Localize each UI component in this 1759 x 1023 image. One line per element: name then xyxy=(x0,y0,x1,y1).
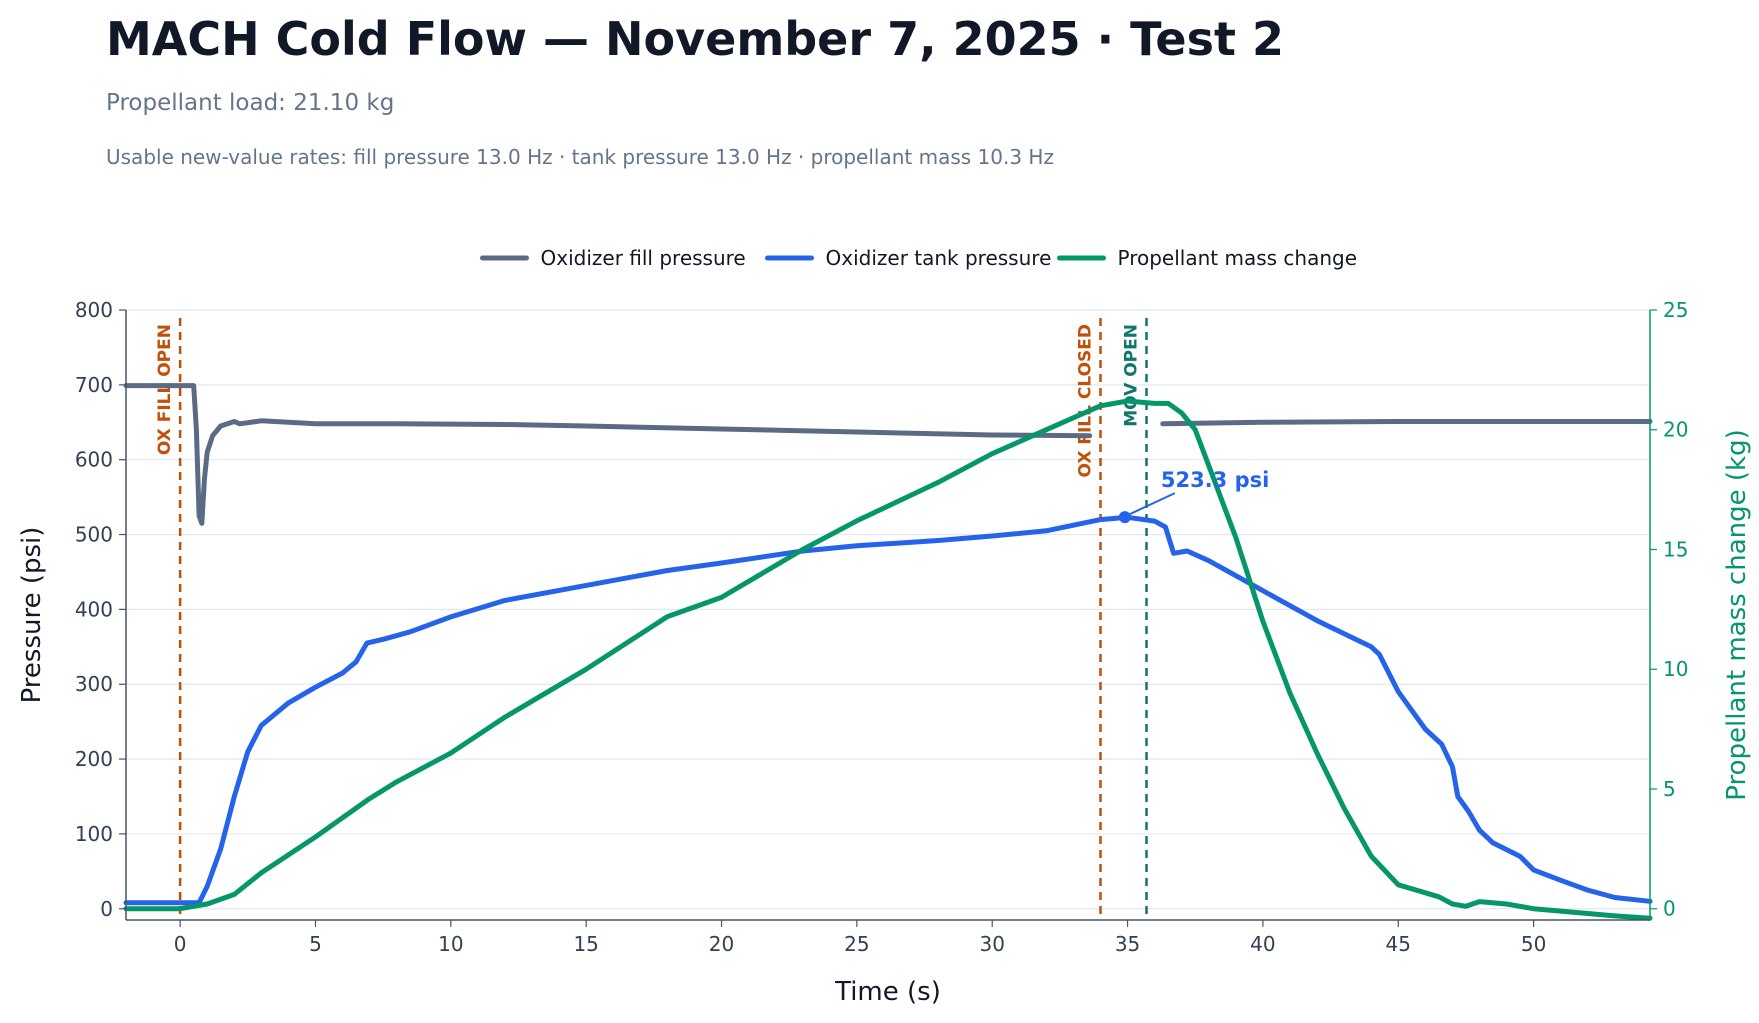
legend-label: Oxidizer fill pressure xyxy=(541,246,746,270)
propellant-load-subtitle: Propellant load: 21.10 kg xyxy=(106,90,395,116)
legend: Oxidizer fill pressure Oxidizer tank pres… xyxy=(480,246,1358,270)
y2-axis-label: Propellant mass change (kg) xyxy=(1722,429,1752,800)
series-line xyxy=(1160,419,1653,427)
y2-tick-label: 10 xyxy=(1663,657,1688,681)
y-tick-label: 500 xyxy=(75,523,113,547)
x-tick-label: 50 xyxy=(1521,932,1546,956)
y-tick-label: 600 xyxy=(75,448,113,472)
legend-label: Oxidizer tank pressure xyxy=(826,246,1052,270)
axes: 0 100 200 300 400 500 600 700 800 0 5 10 15 20 25 0 5 10 1… xyxy=(17,298,1752,1007)
y2-tick-label: 0 xyxy=(1663,897,1676,921)
legend-label: Propellant mass change xyxy=(1118,246,1358,270)
annotation-label: 523.3 psi xyxy=(1161,468,1269,492)
x-tick-label: 20 xyxy=(709,932,734,956)
y-tick-label: 700 xyxy=(75,373,113,397)
event-markers: OX FILL OPEN OX FILL CLOSED MOV OPEN xyxy=(155,318,1148,920)
event-label: OX FILL OPEN xyxy=(155,324,175,455)
x-tick-label: 10 xyxy=(438,932,463,956)
x-tick-label: 15 xyxy=(573,932,598,956)
x-tick-label: 5 xyxy=(309,932,322,956)
series-line xyxy=(123,383,1093,526)
event-label: MOV OPEN xyxy=(1122,324,1142,427)
y2-tick-label: 25 xyxy=(1663,298,1688,322)
grid-lines xyxy=(126,309,1650,910)
y-tick-label: 800 xyxy=(75,298,113,322)
series-lines xyxy=(123,383,1653,921)
x-tick-label: 40 xyxy=(1250,932,1275,956)
event-label: OX FILL CLOSED xyxy=(1075,324,1095,478)
x-tick-label: 0 xyxy=(174,932,187,956)
x-tick-label: 25 xyxy=(844,932,869,956)
chart-title: MACH Cold Flow — November 7, 2025 · Test… xyxy=(106,12,1284,66)
sample-rates-note: Usable new-value rates: fill pressure 13… xyxy=(106,145,1054,169)
annotation-leader xyxy=(1129,492,1176,516)
y-tick-label: 100 xyxy=(75,822,113,846)
y-tick-label: 400 xyxy=(75,597,113,621)
annotation-point xyxy=(1118,511,1131,524)
x-tick-label: 45 xyxy=(1386,932,1411,956)
y2-tick-label: 20 xyxy=(1663,418,1688,442)
y2-tick-label: 15 xyxy=(1663,537,1688,561)
x-tick-label: 30 xyxy=(979,932,1004,956)
y-tick-label: 0 xyxy=(100,897,113,921)
series-line xyxy=(123,398,1653,921)
x-axis-label: Time (s) xyxy=(834,977,941,1007)
y-tick-label: 300 xyxy=(75,672,113,696)
y2-tick-label: 5 xyxy=(1663,777,1676,801)
x-tick-label: 35 xyxy=(1115,932,1140,956)
series-line xyxy=(123,514,1653,906)
y-tick-label: 200 xyxy=(75,747,113,771)
y-axis-label: Pressure (psi) xyxy=(17,527,47,704)
annotations: 523.3 psi xyxy=(1118,468,1269,524)
